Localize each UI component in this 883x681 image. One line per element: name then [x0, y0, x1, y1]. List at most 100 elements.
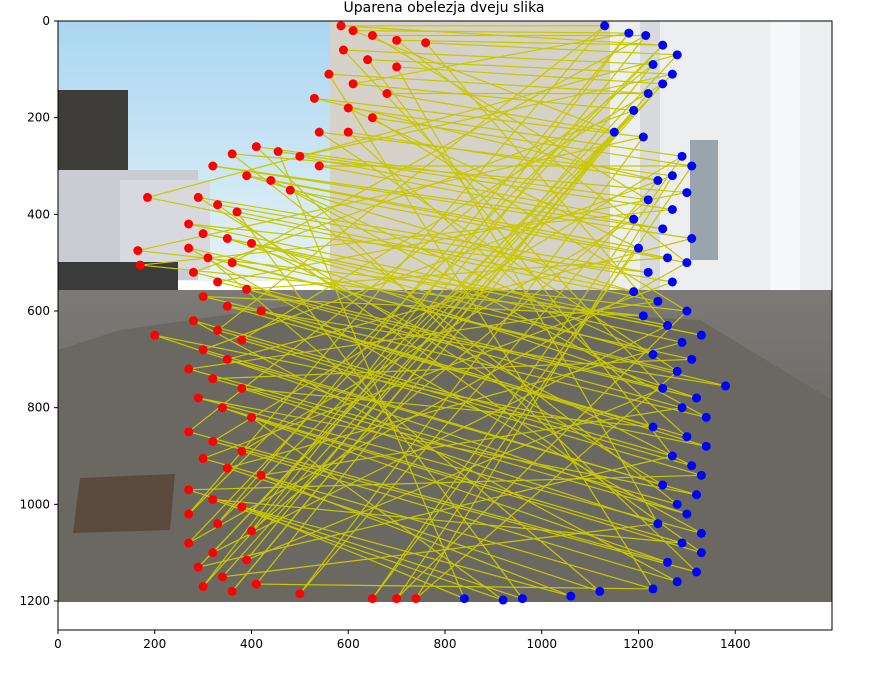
left-keypoint [213, 325, 223, 335]
left-roof [58, 90, 128, 170]
right-keypoint [663, 557, 673, 567]
right-keypoint [687, 354, 697, 364]
right-keypoint [653, 176, 663, 185]
match-line [188, 431, 668, 563]
left-keypoint [217, 403, 227, 413]
match-line [227, 467, 600, 592]
right-keypoint [682, 188, 692, 198]
match-line [212, 498, 504, 601]
left-keypoint [184, 538, 194, 548]
left-keypoint [184, 427, 194, 437]
match-line [348, 107, 683, 157]
x-tick-label: 1400 [720, 637, 751, 651]
match-line [246, 64, 654, 561]
right-keypoint [638, 311, 648, 321]
right-keypoint [641, 31, 651, 40]
left-keypoint [222, 301, 232, 311]
right-keypoint [687, 234, 697, 243]
match-line [198, 455, 673, 568]
left-keypoint [367, 113, 377, 123]
right-keypoint [653, 296, 663, 306]
right-keypoint [658, 383, 668, 393]
left-keypoint [208, 548, 218, 558]
left-keypoint [198, 582, 208, 591]
left-keypoint [227, 586, 237, 596]
left-keypoint [348, 26, 358, 36]
left-keypoint [314, 161, 324, 171]
left-keypoint [198, 345, 208, 355]
left-keypoint [266, 176, 276, 185]
match-line [255, 93, 649, 585]
right-keypoint [692, 490, 702, 500]
right-keypoint [658, 40, 668, 50]
match-line [352, 32, 629, 85]
left-keypoint [184, 364, 194, 374]
match-line [299, 180, 659, 595]
match-line [227, 358, 697, 496]
right-keypoint [667, 205, 677, 214]
left-keypoint [208, 161, 218, 171]
match-line [188, 223, 668, 327]
match-line [188, 64, 654, 433]
match-line [198, 397, 702, 534]
right-keypoint [648, 422, 658, 432]
left-keypoint [367, 594, 377, 604]
match-line [217, 32, 630, 525]
match-line [241, 83, 663, 341]
y-tick-label: 1200 [19, 594, 50, 608]
match-line [367, 59, 673, 75]
left-keypoint [142, 192, 152, 202]
right-keypoint [682, 432, 692, 442]
match-line [197, 73, 673, 568]
right-keypoint [634, 243, 643, 253]
match-line [188, 44, 664, 544]
right-keypoint [696, 330, 706, 340]
match-line [241, 506, 571, 597]
right-keypoint [638, 132, 648, 142]
match-line [188, 25, 606, 515]
left-keypoint [343, 103, 353, 113]
left-keypoint [213, 277, 223, 287]
left-keypoint [242, 171, 252, 181]
match-lines [137, 25, 726, 601]
left-keypoint [208, 437, 218, 446]
left-keypoint [247, 526, 256, 536]
left-keypoint [198, 453, 208, 463]
match-line [299, 136, 644, 595]
match-line [256, 583, 654, 590]
match-line [251, 199, 649, 532]
match-line [251, 416, 702, 554]
left-keypoint [237, 446, 247, 456]
right-keypoint [653, 519, 663, 529]
left-keypoint [285, 185, 295, 195]
left-keypoint [336, 21, 346, 31]
left-keypoint [309, 93, 319, 103]
left-keypoint [338, 45, 348, 55]
left-keypoint [232, 207, 242, 217]
pavement [58, 300, 832, 602]
match-line [227, 237, 692, 360]
right-keypoint [677, 337, 687, 347]
match-line [241, 506, 465, 600]
x-tick-label: 600 [337, 637, 360, 651]
match-line [371, 155, 683, 599]
right-keypoint [643, 89, 653, 98]
right-keypoint [658, 224, 668, 234]
right-keypoint [643, 195, 653, 205]
right-keypoint [459, 594, 469, 604]
left-keypoint [222, 234, 232, 243]
right-keypoint [629, 287, 639, 297]
y-tick-label: 800 [27, 401, 50, 415]
left-keypoint [208, 374, 218, 384]
right-keypoint [696, 548, 706, 558]
right-keypoint [692, 567, 702, 577]
left-keypoint [411, 594, 421, 604]
match-line [212, 54, 678, 554]
left-keypoint [184, 509, 194, 519]
match-line [222, 407, 668, 563]
match-line [289, 189, 707, 418]
left-keypoint [184, 219, 194, 229]
match-line [188, 300, 658, 370]
right-keypoint [600, 21, 610, 31]
right-keypoint [658, 79, 668, 89]
